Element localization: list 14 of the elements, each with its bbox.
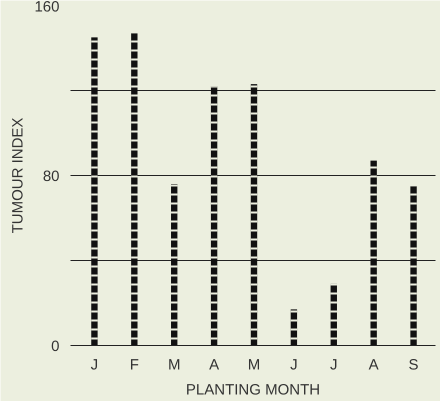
y-tick-label: 80 [42,168,60,185]
y-axis-title: TUMOUR INDEX [9,118,26,234]
x-tick-label: S [408,356,419,374]
x-tick-label: M [248,356,260,374]
x-axis-title: PLANTING MONTH [186,382,320,398]
x-tick-label: M [168,356,180,374]
x-tick-label: F [130,356,139,374]
y-tick-label: 0 [51,338,60,355]
x-tick-label: A [209,356,220,374]
x-tick-label: J [90,356,98,374]
x-tick-label: J [290,356,298,374]
x-tick-label: J [330,356,338,374]
x-tick-label: A [368,356,379,374]
y-tick-label: 160 [34,0,60,16]
